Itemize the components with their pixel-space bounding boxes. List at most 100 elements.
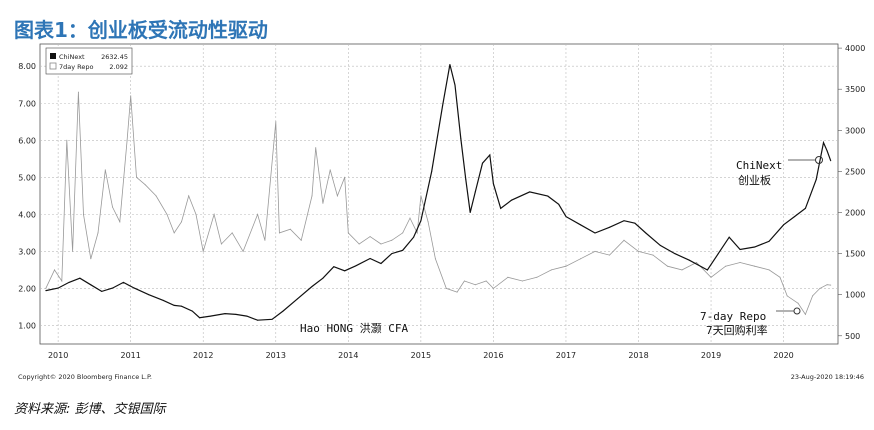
data-point-chinext [224, 313, 226, 315]
data-point-chinext [717, 253, 719, 255]
data-point-7day-repo [565, 265, 567, 267]
data-point-chinext [235, 313, 237, 315]
data-point-chinext [68, 281, 70, 283]
data-point-chinext [674, 253, 676, 255]
left-axis-tick-label: 7.00 [18, 99, 36, 108]
left-axis-tick-label: 3.00 [18, 247, 36, 256]
data-point-chinext [804, 207, 806, 209]
series-group [45, 64, 832, 321]
legend-value-chinext: 2632.45 [101, 53, 128, 61]
data-point-chinext [402, 249, 404, 251]
data-point-chinext [783, 224, 785, 226]
data-point-7day-repo [594, 250, 596, 252]
data-point-chinext [210, 315, 211, 317]
data-point-chinext [815, 179, 817, 181]
data-point-7day-repo [130, 95, 132, 97]
data-point-7day-repo [492, 287, 494, 289]
data-point-7day-repo [242, 250, 244, 252]
right-axis-tick-label: 2500 [845, 167, 865, 176]
legend-swatch-repo [49, 62, 57, 70]
data-point-7day-repo [358, 243, 360, 245]
data-point-chinext [728, 236, 730, 238]
right-axis-tick-label: 2000 [845, 208, 865, 217]
data-point-chinext [162, 299, 164, 301]
data-point-chinext [465, 179, 467, 181]
data-point-7day-repo [779, 276, 781, 278]
right-axis-tick-label: 3000 [845, 126, 865, 135]
data-point-chinext [344, 270, 346, 272]
data-point-7day-repo [144, 184, 146, 186]
data-point-7day-repo [667, 265, 668, 267]
plot-area [39, 43, 839, 345]
data-point-chinext [133, 287, 135, 289]
data-point-chinext [739, 249, 741, 250]
data-point-7day-repo [507, 276, 509, 278]
x-axis-tick-label: 2011 [121, 351, 141, 360]
data-point-7day-repo [257, 213, 259, 215]
data-point-chinext [246, 315, 248, 317]
legend-box [45, 47, 133, 75]
left-axis-tick-label: 1.00 [18, 321, 36, 330]
data-point-7day-repo [474, 284, 476, 286]
data-point-7day-repo [826, 284, 828, 286]
data-point-chinext [101, 290, 103, 292]
data-point-chinext [369, 258, 371, 259]
data-point-chinext [565, 216, 567, 218]
x-axis-tick-label: 2012 [193, 351, 213, 360]
data-point-7day-repo [66, 139, 68, 141]
chart-container: 1.00 2.00 3.00 4.00 5.00 6.00 7.00 8.00 500 1000… [0, 40, 874, 385]
data-point-chinext [511, 199, 512, 201]
timestamp-text: 23-Aug-2020 18:19:46 [791, 373, 864, 381]
x-axis-ticks: 2010 2011 2012 2013 2014 2015 2016 2017 2018 2019… [48, 351, 794, 360]
copyright-text: Copyright© 2020 Bloomberg Finance L.P. [18, 373, 152, 381]
data-point-chinext [333, 266, 335, 268]
data-point-7day-repo [536, 276, 538, 278]
data-point-7day-repo [754, 265, 756, 267]
legend: ChiNext 2632.45 7day Repo 2.092 [45, 47, 133, 75]
data-point-7day-repo [231, 232, 233, 234]
x-axis-tick-label: 2015 [411, 351, 431, 360]
repo-annotation-cn: 7天回购利率 [706, 323, 768, 337]
data-point-7day-repo [347, 232, 349, 234]
grid-lines [40, 44, 838, 344]
data-point-7day-repo [220, 243, 222, 245]
data-point-7day-repo [90, 258, 92, 260]
data-point-7day-repo [710, 276, 712, 278]
data-point-chinext [688, 259, 690, 261]
data-point-chinext [645, 232, 647, 234]
data-point-chinext [794, 216, 795, 218]
data-point-7day-repo [521, 280, 523, 282]
data-point-7day-repo [195, 213, 197, 215]
data-point-chinext [257, 319, 259, 321]
line-chart: 1.00 2.00 3.00 4.00 5.00 6.00 7.00 8.00 500 1000… [18, 43, 865, 381]
data-point-chinext [122, 281, 124, 283]
legend-label-chinext: ChiNext [59, 53, 85, 61]
data-point-chinext [311, 286, 313, 287]
data-point-7day-repo [188, 195, 190, 197]
data-point-7day-repo [652, 254, 654, 256]
data-point-7day-repo [456, 291, 458, 293]
data-point-7day-repo [181, 221, 182, 223]
x-axis-tick-label: 2020 [773, 351, 793, 360]
data-point-chinext [90, 284, 92, 286]
legend-label-repo: 7day Repo [59, 63, 94, 71]
data-point-7day-repo [797, 302, 799, 304]
source-note: 资料来源: 彭博、交银国际 [14, 402, 166, 417]
left-axis-tick-label: 2.00 [18, 284, 36, 293]
data-point-7day-repo [289, 228, 291, 230]
data-point-chinext [57, 287, 59, 289]
chinext-annotation-cn: 创业板 [738, 173, 771, 187]
right-axis-ticks: 500 1000 1500 2000 2500 3000 3500 4000 [838, 44, 865, 341]
data-point-chinext [413, 236, 415, 238]
data-point-chinext [469, 212, 471, 213]
data-point-7day-repo [61, 280, 63, 282]
data-point-chinext [173, 304, 175, 306]
data-point-7day-repo [409, 217, 411, 219]
data-point-7day-repo [369, 236, 371, 238]
data-point-7day-repo [804, 313, 806, 315]
x-axis-tick-label: 2013 [266, 351, 286, 360]
data-point-7day-repo [402, 232, 404, 234]
data-point-chinext [823, 142, 824, 144]
data-point-chinext [181, 305, 182, 307]
watermark-text: Hao HONG 洪灏 CFA [300, 321, 408, 335]
